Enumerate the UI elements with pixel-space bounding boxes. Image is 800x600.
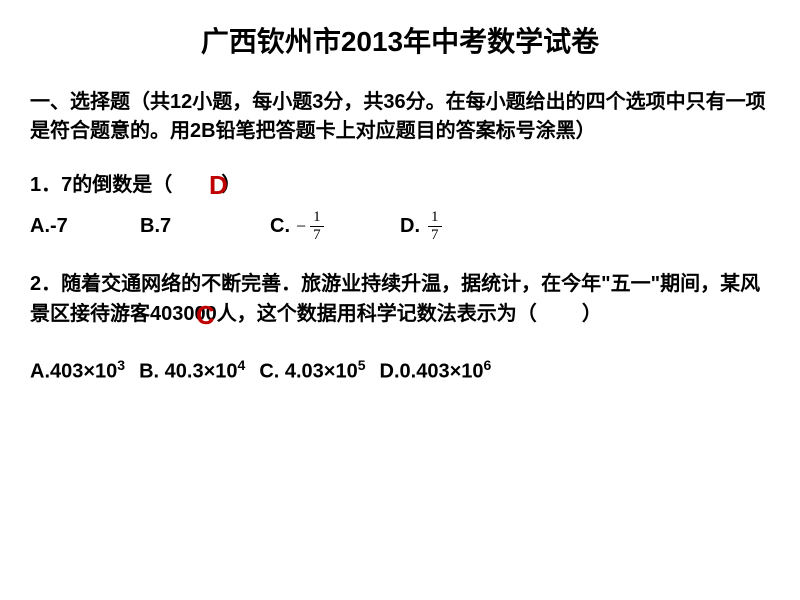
denominator: 7	[428, 227, 442, 243]
q2-option-b: B. 40.3×104	[139, 357, 245, 384]
section-header: 一、选择题（共12小题，每小题3分，共36分。在每小题给出的四个选项中只有一项是…	[30, 88, 770, 146]
q2-answer: C	[196, 296, 215, 335]
q1-optd-label: D.	[400, 215, 420, 238]
q2-optc-sup: 5	[358, 357, 366, 373]
q2-option-a: A.403×103	[30, 357, 125, 384]
q1-stem-pre: 1．7的倒数是（	[30, 174, 172, 196]
q2-opta-sup: 3	[117, 357, 125, 373]
denominator: 7	[310, 227, 324, 243]
q2-stem-post: ）	[582, 303, 602, 325]
q1-option-d: D. 1 7	[400, 210, 444, 243]
q2-optd-pre: D.0.403×10	[380, 361, 484, 383]
fraction-1-7-neg: 1 7	[310, 210, 324, 243]
q1-option-b: B.7	[140, 215, 270, 238]
q2-options: A.403×103 B. 40.3×104 C. 4.03×105 D.0.40…	[30, 357, 770, 384]
q2-opta-pre: A.403×10	[30, 361, 117, 383]
q2-optd-sup: 6	[484, 357, 492, 373]
fraction-1-7: 1 7	[428, 210, 442, 243]
q2-optb-sup: 4	[238, 357, 246, 373]
q1-option-a: A.-7	[30, 215, 140, 238]
q2-option-d: D.0.403×106	[380, 357, 492, 384]
numerator: 1	[310, 210, 324, 227]
q1-answer: D	[209, 166, 228, 205]
minus-sign: −	[296, 216, 306, 237]
q2-option-c: C. 4.03×105	[259, 357, 365, 384]
q2-optb-pre: B. 40.3×10	[139, 361, 237, 383]
numerator: 1	[428, 210, 442, 227]
question-2: 2．随着交通网络的不断完善．旅游业持续升温，据统计，在今年"五一"期间，某风景区…	[30, 269, 770, 329]
q2-stem-pre: 2．随着交通网络的不断完善．旅游业持续升温，据统计，在今年"五一"期间，某风景区…	[30, 273, 760, 325]
exam-title: 广西钦州市2013年中考数学试卷	[30, 20, 770, 60]
q1-optc-label: C.	[270, 215, 290, 238]
q1-option-c: C. − 1 7	[270, 210, 400, 243]
q2-optc-pre: C. 4.03×10	[259, 361, 357, 383]
q1-options: A.-7 B.7 C. − 1 7 D. 1 7	[30, 210, 770, 243]
question-1: 1．7的倒数是（ ） D	[30, 170, 770, 200]
